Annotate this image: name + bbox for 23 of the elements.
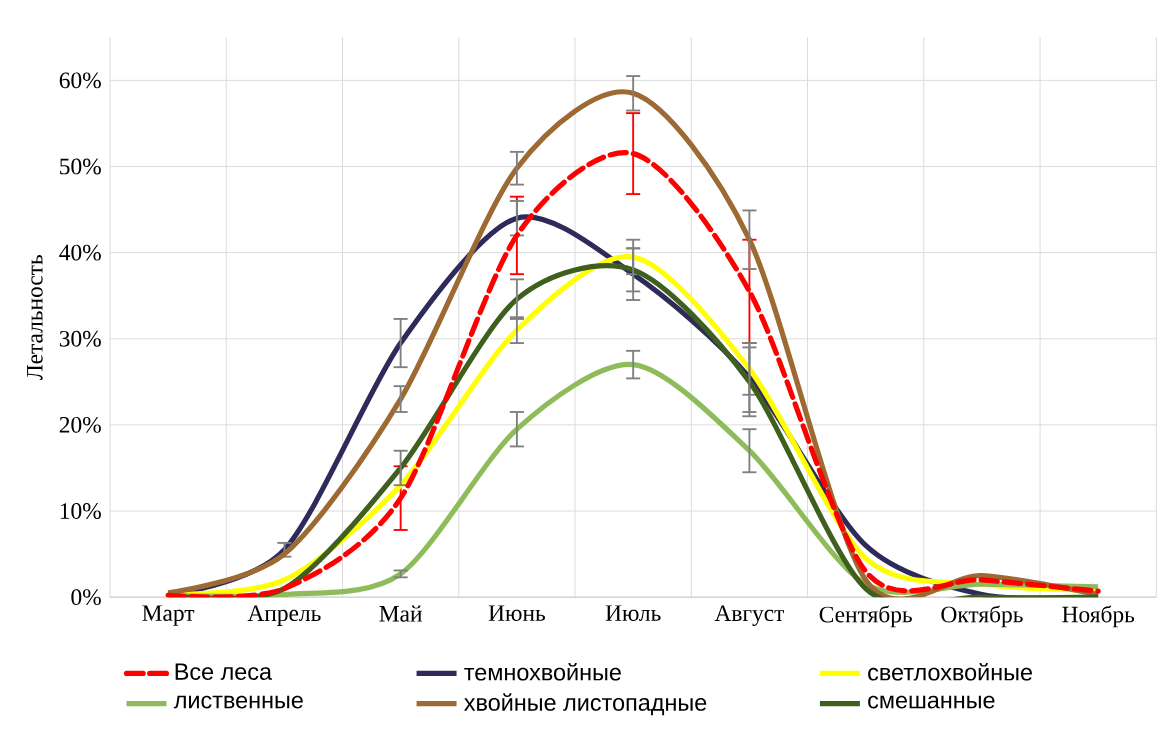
x-tick-label: Июнь <box>488 605 545 621</box>
x-tick-label: Апрель <box>247 605 321 626</box>
legend-label: лиственные <box>173 695 303 709</box>
x-tick-label: Ноябрь <box>1062 605 1135 628</box>
x-tick-label: Сентябрь <box>819 605 912 628</box>
legend-label: темнохвойные <box>464 662 621 681</box>
y-tick-label: 40% <box>59 244 101 261</box>
y-tick-label: 60% <box>59 72 101 89</box>
legend-label: Все леса <box>175 663 273 680</box>
x-tick-label: Июль <box>605 605 661 621</box>
legend-label: хвойные листопадные <box>464 693 707 716</box>
x-tick-label: Март <box>142 605 195 626</box>
y-tick-label: 30% <box>59 330 101 347</box>
y-axis-title: Летальность <box>27 255 43 380</box>
y-tick-label: 50% <box>60 158 101 175</box>
legend-label: смешанные <box>868 695 995 709</box>
x-tick-label: Август <box>714 605 785 626</box>
y-tick-label: 10% <box>60 503 101 519</box>
x-tick-label: Май <box>379 605 422 622</box>
y-tick-label: 0% <box>71 589 101 606</box>
y-tick-label: 20% <box>59 416 101 433</box>
x-tick-label: Октябрь <box>941 605 1023 628</box>
legend-label: светлохвойные <box>868 662 1032 681</box>
